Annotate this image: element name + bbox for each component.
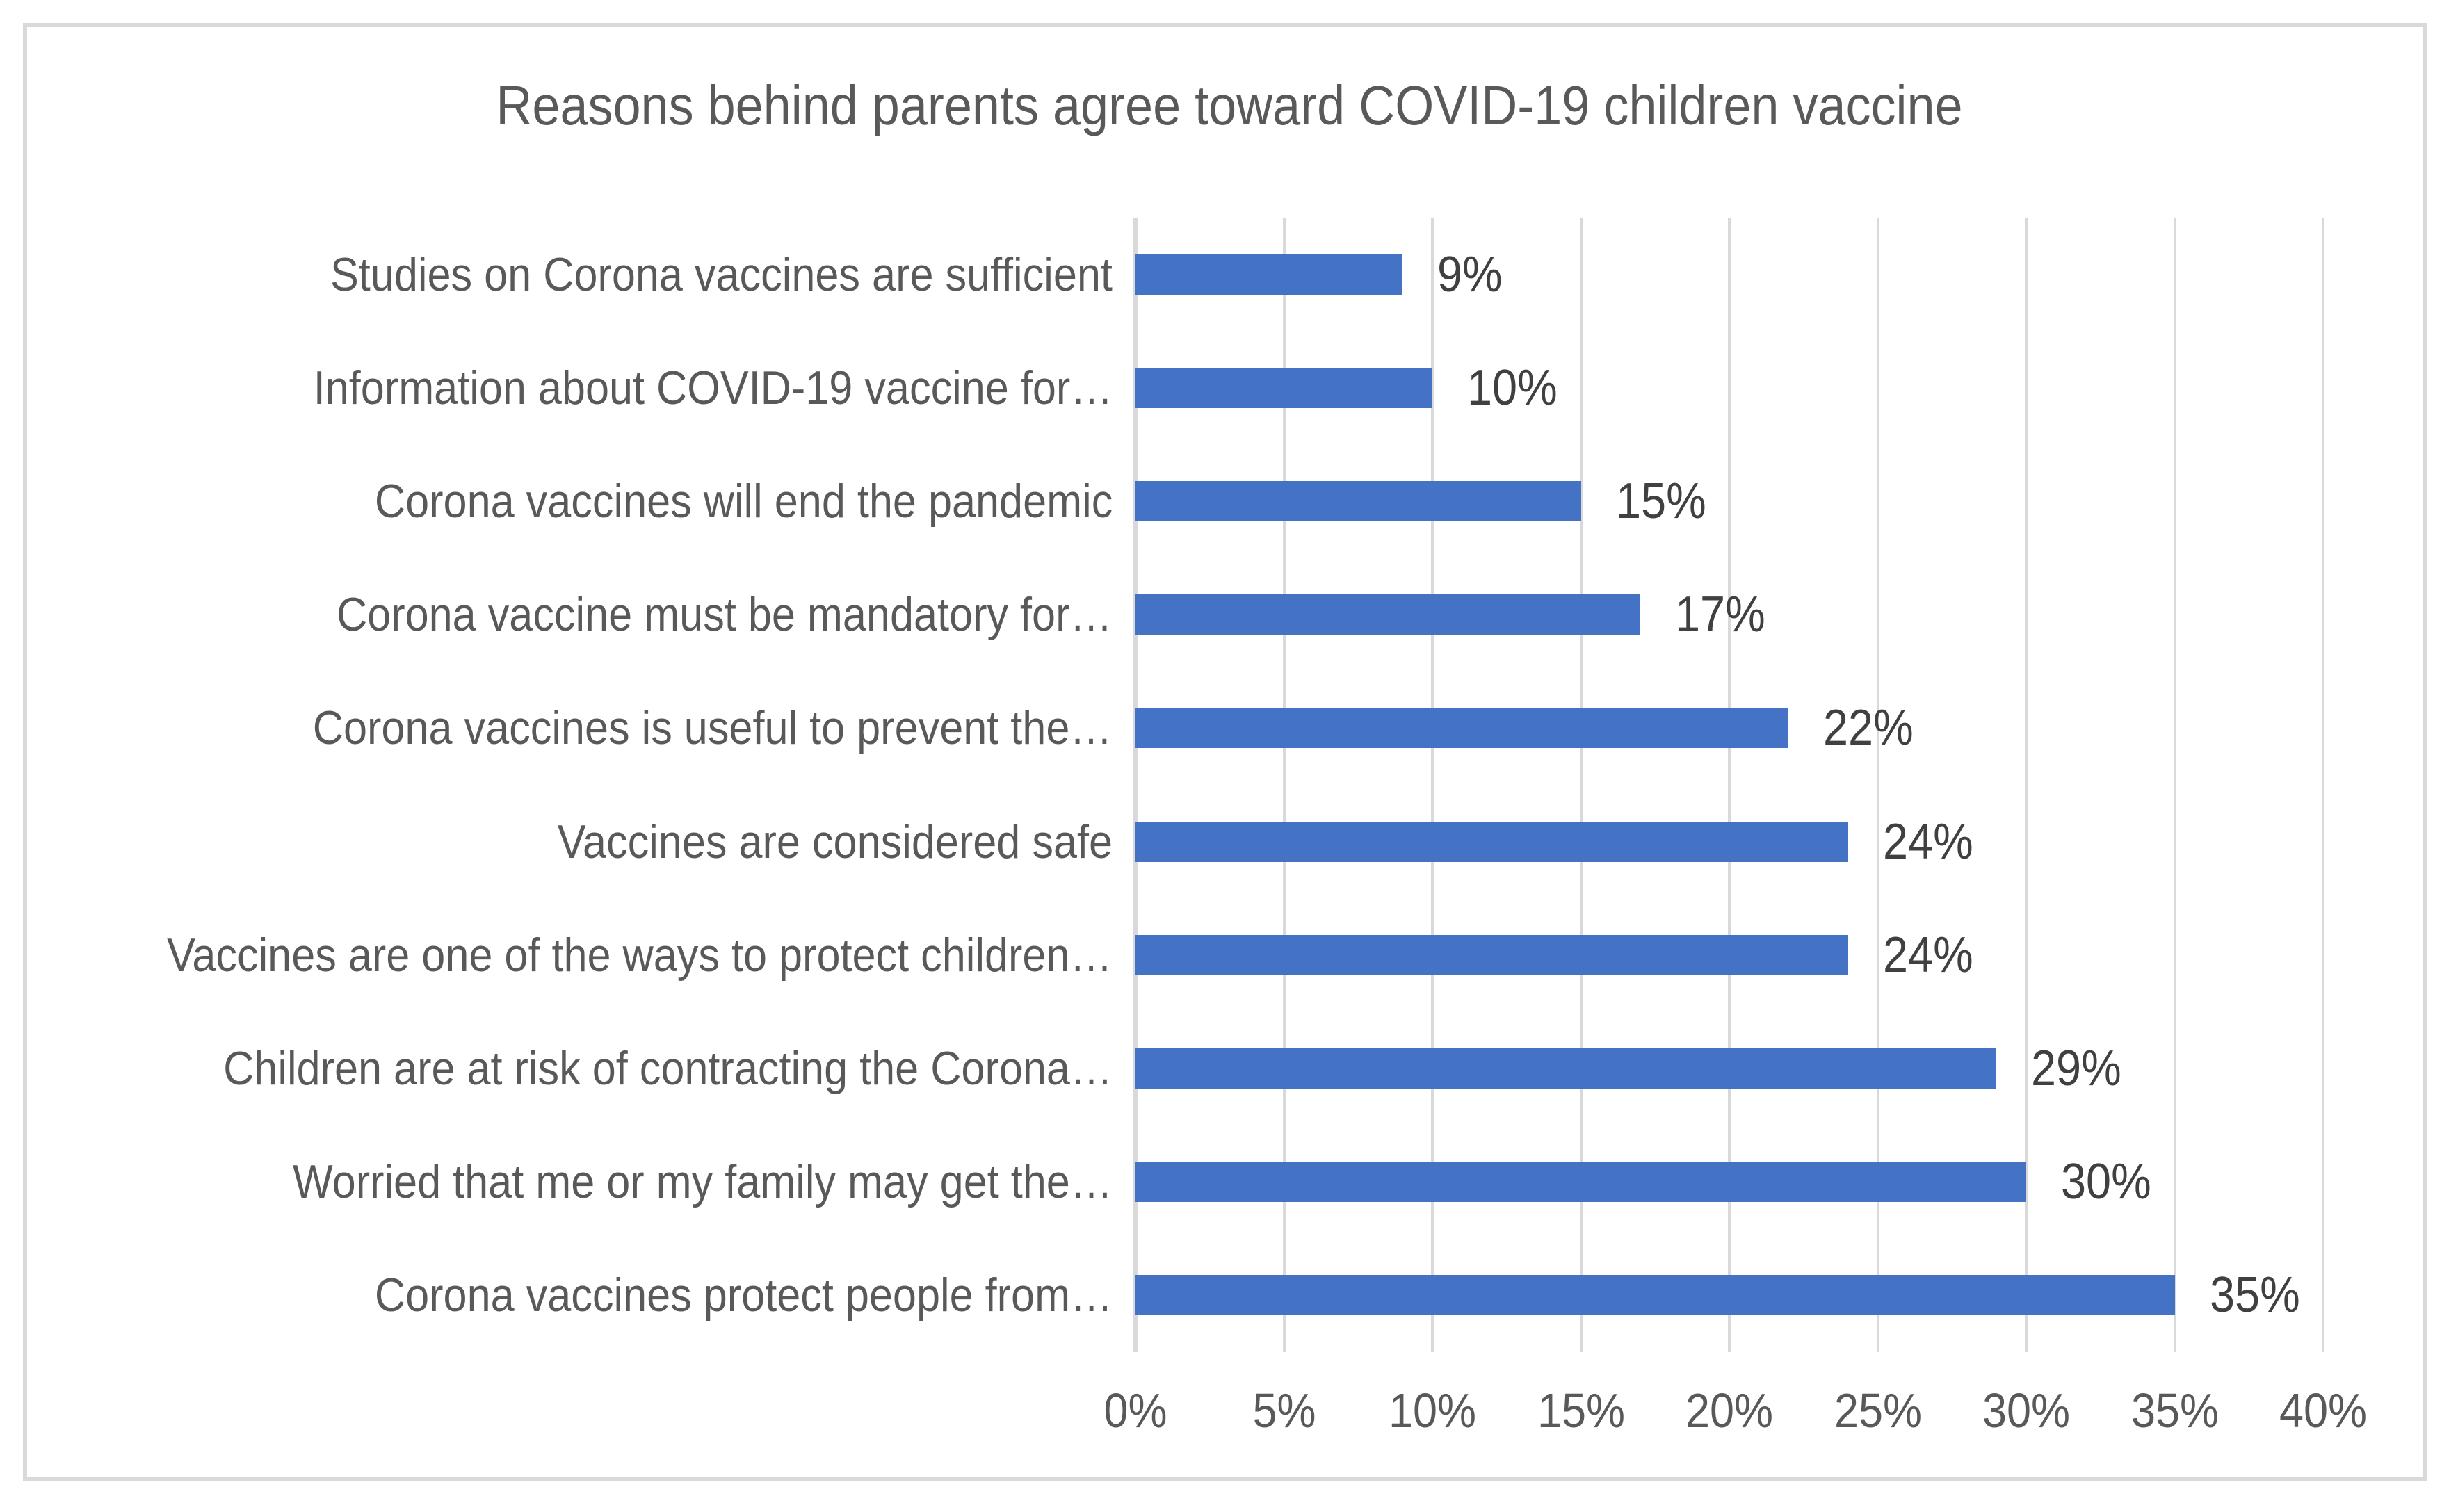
bar <box>1135 254 1403 295</box>
category-label: Corona vaccine must be mandatory for… <box>337 588 1113 642</box>
bar <box>1135 1275 2175 1316</box>
value-label: 29% <box>2031 1041 2121 1096</box>
value-label: 15% <box>1615 473 1706 529</box>
category-label: Corona vaccines protect people from… <box>374 1269 1113 1322</box>
x-axis-tick-label: 20% <box>1685 1383 1774 1438</box>
bar <box>1135 821 1848 862</box>
category-label: Vaccines are considered safe <box>557 815 1113 868</box>
bar <box>1135 481 1581 521</box>
value-label: 35% <box>2209 1267 2300 1324</box>
bar <box>1135 367 1432 408</box>
category-label: Corona vaccines is useful to prevent the… <box>313 701 1113 755</box>
category-label: Studies on Corona vaccines are sufficien… <box>330 247 1113 301</box>
value-label: 17% <box>1674 587 1765 643</box>
category-axis-line <box>1133 218 1138 1352</box>
category-label: Children are at risk of contracting the … <box>223 1042 1113 1095</box>
value-label: 30% <box>2061 1154 2151 1210</box>
x-axis-tick-label: 25% <box>1834 1383 1922 1438</box>
bar <box>1135 1162 2026 1203</box>
figure-border <box>23 23 2427 1481</box>
gridline <box>2173 218 2176 1352</box>
value-label: 22% <box>1823 700 1914 756</box>
x-axis-tick-label: 5% <box>1252 1383 1316 1438</box>
gridline <box>1282 218 1286 1352</box>
x-axis-tick-label: 40% <box>2279 1383 2368 1438</box>
gridline <box>1579 218 1583 1352</box>
value-label: 9% <box>1437 246 1503 302</box>
value-label: 24% <box>1882 927 1973 983</box>
category-label: Vaccines are one of the ways to protect … <box>167 928 1113 982</box>
x-axis-tick-label: 15% <box>1537 1383 1625 1438</box>
gridline <box>1728 218 1731 1352</box>
bar <box>1135 594 1640 635</box>
bar <box>1135 708 1789 749</box>
chart-title: Reasons behind parents agree toward COVI… <box>495 74 1963 136</box>
gridline <box>1431 218 1434 1352</box>
value-label: 24% <box>1882 813 1973 870</box>
gridline <box>2322 218 2324 1352</box>
x-axis-tick-label: 35% <box>2130 1383 2219 1438</box>
category-label: Worried that me or my family may get the… <box>292 1155 1113 1209</box>
gridline <box>1876 218 1879 1352</box>
value-label: 10% <box>1467 359 1558 416</box>
category-label: Corona vaccines will end the pandemic <box>374 475 1113 528</box>
category-label: Information about COVID-19 vaccine for… <box>313 361 1113 414</box>
bar <box>1135 934 1848 975</box>
x-axis-tick-label: 10% <box>1388 1383 1477 1438</box>
gridline <box>2025 218 2028 1352</box>
bar <box>1135 1048 1997 1089</box>
x-axis-tick-label: 0% <box>1103 1383 1167 1438</box>
x-axis-tick-label: 30% <box>1982 1383 2071 1438</box>
